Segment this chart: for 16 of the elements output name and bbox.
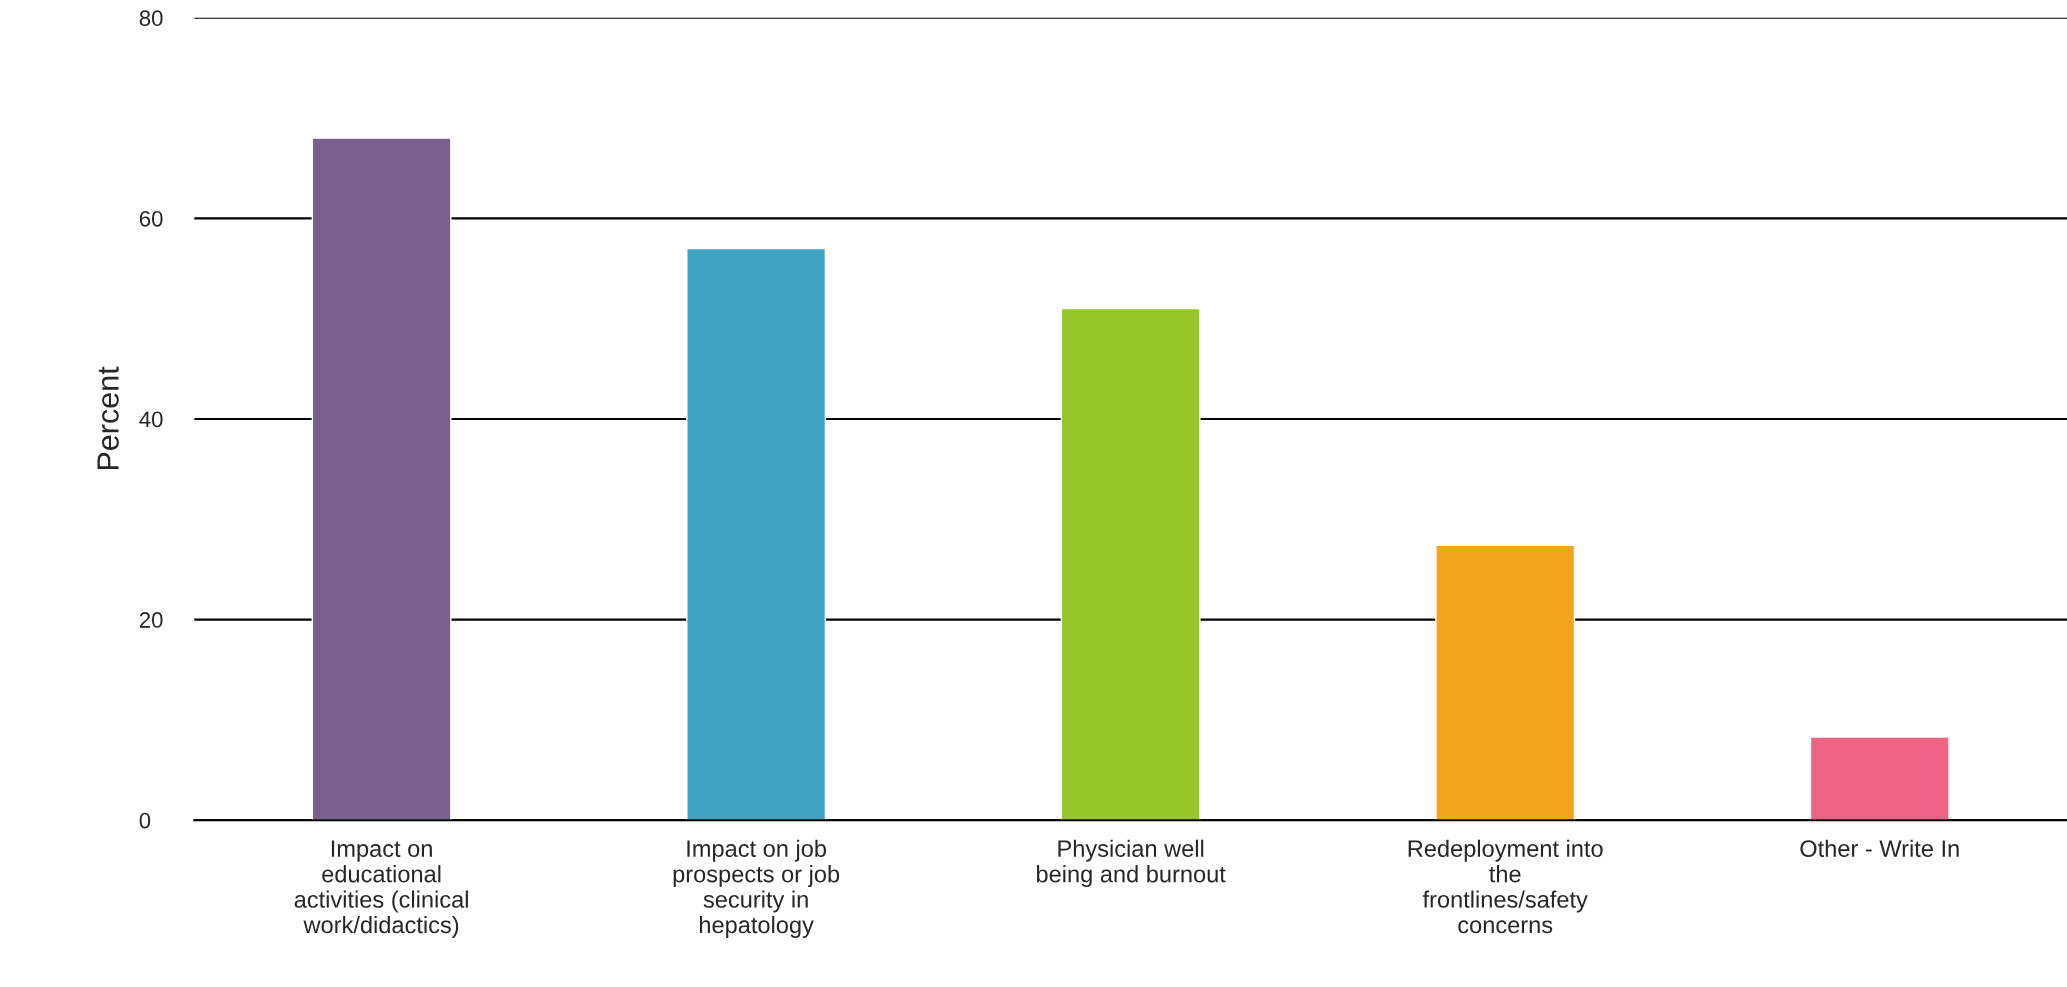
bar: [1809, 736, 1950, 821]
x-tick-label: Redeployment into the frontlines/safety concerns: [1408, 839, 1603, 934]
x-tick-label: Other - Write In: [1800, 839, 1959, 857]
x-tick-label: Impact on job prospects or job security in hepatology: [673, 839, 840, 938]
y-tick-label: 0: [139, 812, 151, 829]
bar: [311, 137, 452, 821]
bar: [1435, 544, 1576, 821]
bar: [1060, 307, 1201, 821]
y-tick-label: 20: [139, 612, 163, 628]
x-tick-label: Physician well being and burnout: [1037, 839, 1226, 888]
y-tick-label: 80: [139, 10, 163, 27]
y-axis-title: Percent: [97, 366, 119, 470]
x-tick-label: Impact on educational activities (clinical work/didactics): [294, 840, 468, 938]
bar: [686, 247, 827, 821]
y-tick-label: 60: [139, 210, 163, 227]
y-tick-label: 40: [139, 411, 163, 428]
